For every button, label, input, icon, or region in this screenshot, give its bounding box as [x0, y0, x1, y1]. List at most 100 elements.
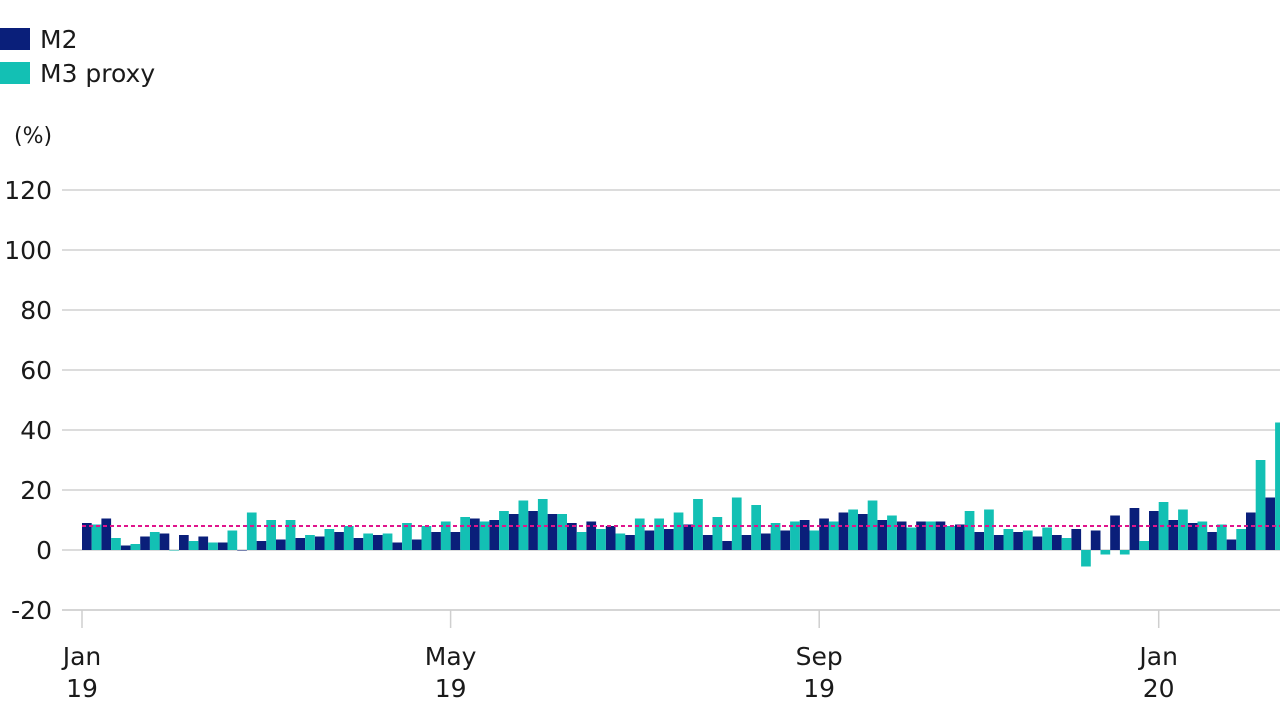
x-tick-label: Jan — [1137, 642, 1178, 671]
bar-m2 — [198, 536, 209, 550]
bar-m2 — [955, 524, 965, 550]
bar-m3-proxy — [1100, 550, 1111, 555]
y-tick-label: 80 — [20, 296, 52, 325]
bar-m2 — [625, 535, 635, 550]
bar-m3-proxy — [537, 499, 548, 550]
bar-m3-proxy — [130, 544, 141, 550]
y-unit-label: (%) — [14, 124, 53, 149]
bar-m2 — [858, 514, 868, 550]
bar-m3-proxy — [1061, 538, 1072, 550]
bar-m2 — [295, 538, 306, 550]
bar-m3-proxy — [1216, 524, 1227, 550]
bar-m3-proxy — [984, 509, 994, 550]
bar-m3-proxy — [421, 526, 432, 550]
bar-m2 — [392, 542, 403, 550]
bar-m2 — [799, 520, 810, 550]
bar-m3-proxy — [266, 520, 276, 550]
bar-m3-proxy — [557, 514, 567, 550]
y-tick-label: 100 — [4, 236, 52, 265]
bar-m2 — [819, 518, 829, 550]
bar-m3-proxy — [945, 526, 955, 550]
x-tick-label-year: 19 — [435, 674, 467, 703]
bar-m2 — [1187, 523, 1198, 550]
bar-m2 — [159, 533, 170, 550]
bar-m2 — [334, 532, 344, 550]
bar-m3-proxy — [1178, 509, 1188, 550]
bar-m2 — [431, 532, 441, 550]
bar-m2 — [82, 523, 92, 550]
bar-m2 — [489, 520, 500, 550]
bar-m3-proxy — [887, 515, 897, 550]
bar-m3-proxy — [964, 511, 975, 550]
bar-m2 — [702, 535, 713, 550]
bar-m3-proxy — [460, 517, 470, 550]
x-tick-label-year: 19 — [66, 674, 98, 703]
y-tick-label: 60 — [20, 356, 52, 385]
bar-m3-proxy — [867, 500, 878, 550]
bar-m3-proxy — [925, 521, 936, 550]
legend-swatch-m3-proxy — [0, 62, 30, 84]
bar-m2 — [237, 550, 247, 551]
bar-m2 — [1149, 511, 1159, 550]
bar-m2 — [353, 538, 364, 550]
y-tick-label: -20 — [11, 596, 52, 625]
legend-swatch-m2 — [0, 28, 30, 50]
bar-m2 — [217, 542, 228, 550]
bar-m3-proxy — [790, 521, 800, 550]
bar-m2 — [838, 512, 849, 550]
x-tick-label: May — [425, 642, 477, 671]
bar-m3-proxy — [673, 512, 684, 550]
bar-m2 — [1013, 532, 1023, 550]
bar-m2 — [780, 530, 791, 550]
bar-m3-proxy — [1003, 529, 1014, 550]
y-tick-label: 20 — [20, 476, 52, 505]
bar-m2 — [101, 518, 112, 550]
bar-m2 — [508, 514, 519, 550]
bar-m2 — [993, 535, 1004, 550]
x-tick-label: Sep — [796, 642, 843, 671]
bar-m3-proxy — [731, 497, 742, 550]
bar-m3-proxy — [770, 523, 781, 550]
bar-m2 — [1168, 520, 1179, 550]
bar-m3-proxy — [1042, 527, 1052, 550]
bar-m3-proxy — [285, 520, 296, 550]
bar-m2 — [1032, 536, 1043, 550]
bar-m3-proxy — [363, 533, 373, 550]
bar-m2 — [470, 518, 480, 550]
bar-m3-proxy — [208, 542, 218, 550]
bar-m3-proxy — [1119, 550, 1130, 555]
bar-m2 — [567, 523, 577, 550]
bar-m2 — [935, 521, 946, 550]
legend-label-m2: M2 — [40, 24, 78, 54]
y-tick-label: 0 — [36, 536, 52, 565]
bar-m3-proxy — [848, 509, 858, 550]
bar-m3-proxy — [615, 533, 626, 550]
bar-m3-proxy — [227, 530, 238, 550]
x-tick-label: Jan — [61, 642, 102, 671]
bar-m3-proxy — [91, 524, 102, 550]
bar-m2 — [586, 521, 597, 550]
bar-m2 — [1052, 535, 1062, 550]
bar-m3-proxy — [479, 521, 490, 550]
bar-m2 — [896, 521, 907, 550]
legend-item-m2: M2 — [0, 22, 155, 56]
bar-m2 — [314, 536, 325, 550]
bar-m2 — [256, 541, 267, 550]
bar-m3-proxy — [1255, 460, 1266, 550]
bar-m3-proxy — [634, 518, 645, 550]
x-tick-label-year: 19 — [803, 674, 835, 703]
bar-m3-proxy — [1275, 422, 1280, 550]
bar-m2 — [683, 524, 694, 550]
bar-m3-proxy — [111, 538, 121, 550]
bar-m3-proxy — [149, 532, 160, 550]
bar-m3-proxy — [1197, 521, 1208, 550]
bar-m2 — [1226, 539, 1237, 550]
bar-m2 — [1246, 512, 1256, 550]
legend-item-m3-proxy: M3 proxy — [0, 56, 155, 90]
bar-m3-proxy — [712, 517, 723, 550]
bar-m3-proxy — [324, 529, 335, 550]
x-tick-label-year: 20 — [1143, 674, 1175, 703]
bar-m3-proxy — [169, 550, 179, 551]
bar-m2 — [1129, 508, 1140, 550]
